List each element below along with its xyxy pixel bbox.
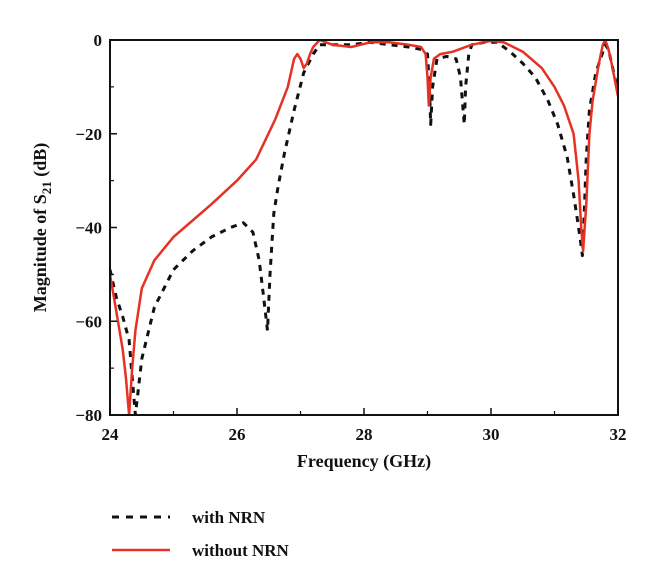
x-axis-label: Frequency (GHz) [297, 451, 431, 472]
legend-label-without-nrn: without NRN [192, 541, 290, 560]
y-tick-label: −80 [75, 406, 102, 425]
series-line-without-nrn [110, 40, 618, 415]
y-axis-label-prefix: Magnitude of S [30, 194, 50, 312]
x-tick-label: 28 [356, 425, 373, 444]
y-tick-label: −20 [75, 125, 102, 144]
y-tick-label: 0 [94, 31, 103, 50]
x-tick-label: 30 [483, 425, 500, 444]
tick-labels: 24 26 28 30 32 −80 −60 −40 −20 0 [75, 31, 626, 444]
series-line-with-nrn [110, 40, 618, 415]
y-axis-label-subscript: 21 [39, 181, 54, 194]
y-tick-label: −40 [75, 219, 102, 238]
y-axis-label: Magnitude of S21 (dB) [30, 143, 54, 313]
x-tick-label: 24 [102, 425, 120, 444]
x-tick-label: 26 [229, 425, 246, 444]
plot-lines [110, 40, 618, 415]
axis-ticks [109, 39, 619, 416]
y-axis-label-suffix: (dB) [30, 143, 51, 182]
legend-label-with-nrn: with NRN [192, 508, 266, 527]
y-tick-label: −60 [75, 312, 102, 331]
legend: with NRN without NRN [112, 508, 290, 560]
x-tick-label: 32 [610, 425, 627, 444]
